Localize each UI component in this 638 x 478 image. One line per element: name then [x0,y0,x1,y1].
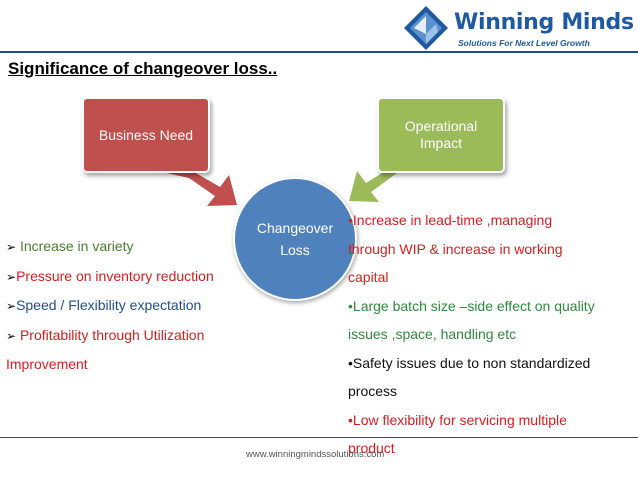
operational-impact-label: Operational Impact [404,118,478,151]
operational-impact-box: Operational Impact [377,97,505,173]
slide-title: Significance of changeover loss.. [8,59,278,78]
list-item: •Large batch size –side effect on qualit… [348,297,595,343]
list-item: ➢Pressure on inventory reduction [6,267,214,284]
diamond-logo-icon [404,6,448,50]
business-need-list: ➢ Increase in variety ➢Pressure on inven… [6,232,231,379]
list-item: ➢ Increase in variety [6,238,134,254]
winning-minds-logo: Winning Minds Solutions For Next Level G… [402,4,638,54]
arrow-bullet-icon: ➢ [6,299,17,313]
business-need-box: Business Need [82,97,210,173]
list-item: •Low flexibility for servicing multiple … [348,411,567,457]
arrow-bullet-icon: ➢ [6,328,17,343]
changeover-loss-circle: Changeover Loss [233,177,357,301]
footer-url: www.winningmindssolutions.com [246,449,385,460]
arrow-red-icon [162,172,237,206]
center-label-line1: Changeover [256,220,334,236]
operational-impact-list: •Increase in lead-time ,managing through… [348,206,598,463]
logo-name: Winning Minds [454,10,634,35]
list-item: •Increase in lead-time ,managing through… [348,212,563,285]
list-item: ➢Speed / Flexibility expectation [6,297,202,313]
top-divider [0,51,638,53]
arrow-green-icon [349,167,424,202]
center-label-line2: Loss [280,242,310,258]
arrow-bullet-icon: ➢ [6,240,17,254]
business-need-label: Business Need [98,126,194,143]
arrow-bullet-icon: ➢ [6,269,17,284]
logo-tagline: Solutions For Next Level Growth [458,38,590,48]
list-item: •Safety issues due to non standardized p… [348,354,591,400]
list-item: ➢ Profitability through Utilization Impr… [6,326,205,373]
bottom-divider [0,437,638,438]
